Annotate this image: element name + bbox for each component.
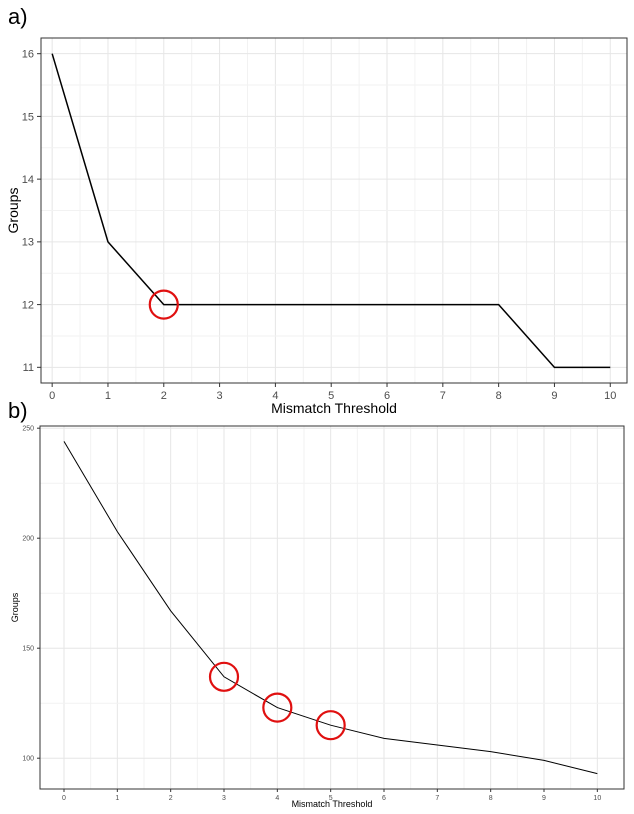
series-line [51,53,611,369]
y-axis-label: Groups [5,188,21,234]
x-tick-label: 6 [384,390,390,402]
data-point [498,304,500,306]
y-tick-label: 11 [23,362,34,374]
x-tick-label: 0 [49,390,55,402]
x-tick-label: 2 [161,390,167,402]
x-tick-label: 9 [551,390,557,402]
panel-label-a: a) [8,4,28,29]
highlight-circle [148,289,179,320]
data-point [330,304,332,306]
data-point [107,241,109,243]
y-tick-label: 14 [22,174,34,186]
y-tick-label: 16 [22,49,34,61]
y-tick-label: 12 [22,299,34,311]
x-tick-label: 3 [217,390,223,402]
x-axis-label: Mismatch Threshold [271,400,397,416]
panel-label-b: b) [8,398,28,423]
data-point [553,366,555,368]
data-point [274,304,276,306]
x-tick-label: 5 [328,390,334,402]
plot-border [40,37,628,384]
y-tick-label: 15 [22,111,34,123]
data-point [442,304,444,306]
y-tick-label: 13 [22,237,34,249]
data-point [386,304,388,306]
data-point [51,53,53,55]
data-point [163,304,165,306]
x-tick-label: 8 [496,390,502,402]
x-tick-label: 1 [105,390,111,402]
x-tick-label: 7 [440,390,446,402]
x-tick-label: 10 [604,390,616,402]
data-point [609,366,611,368]
x-tick-label: 4 [272,390,278,402]
data-point [219,304,221,306]
